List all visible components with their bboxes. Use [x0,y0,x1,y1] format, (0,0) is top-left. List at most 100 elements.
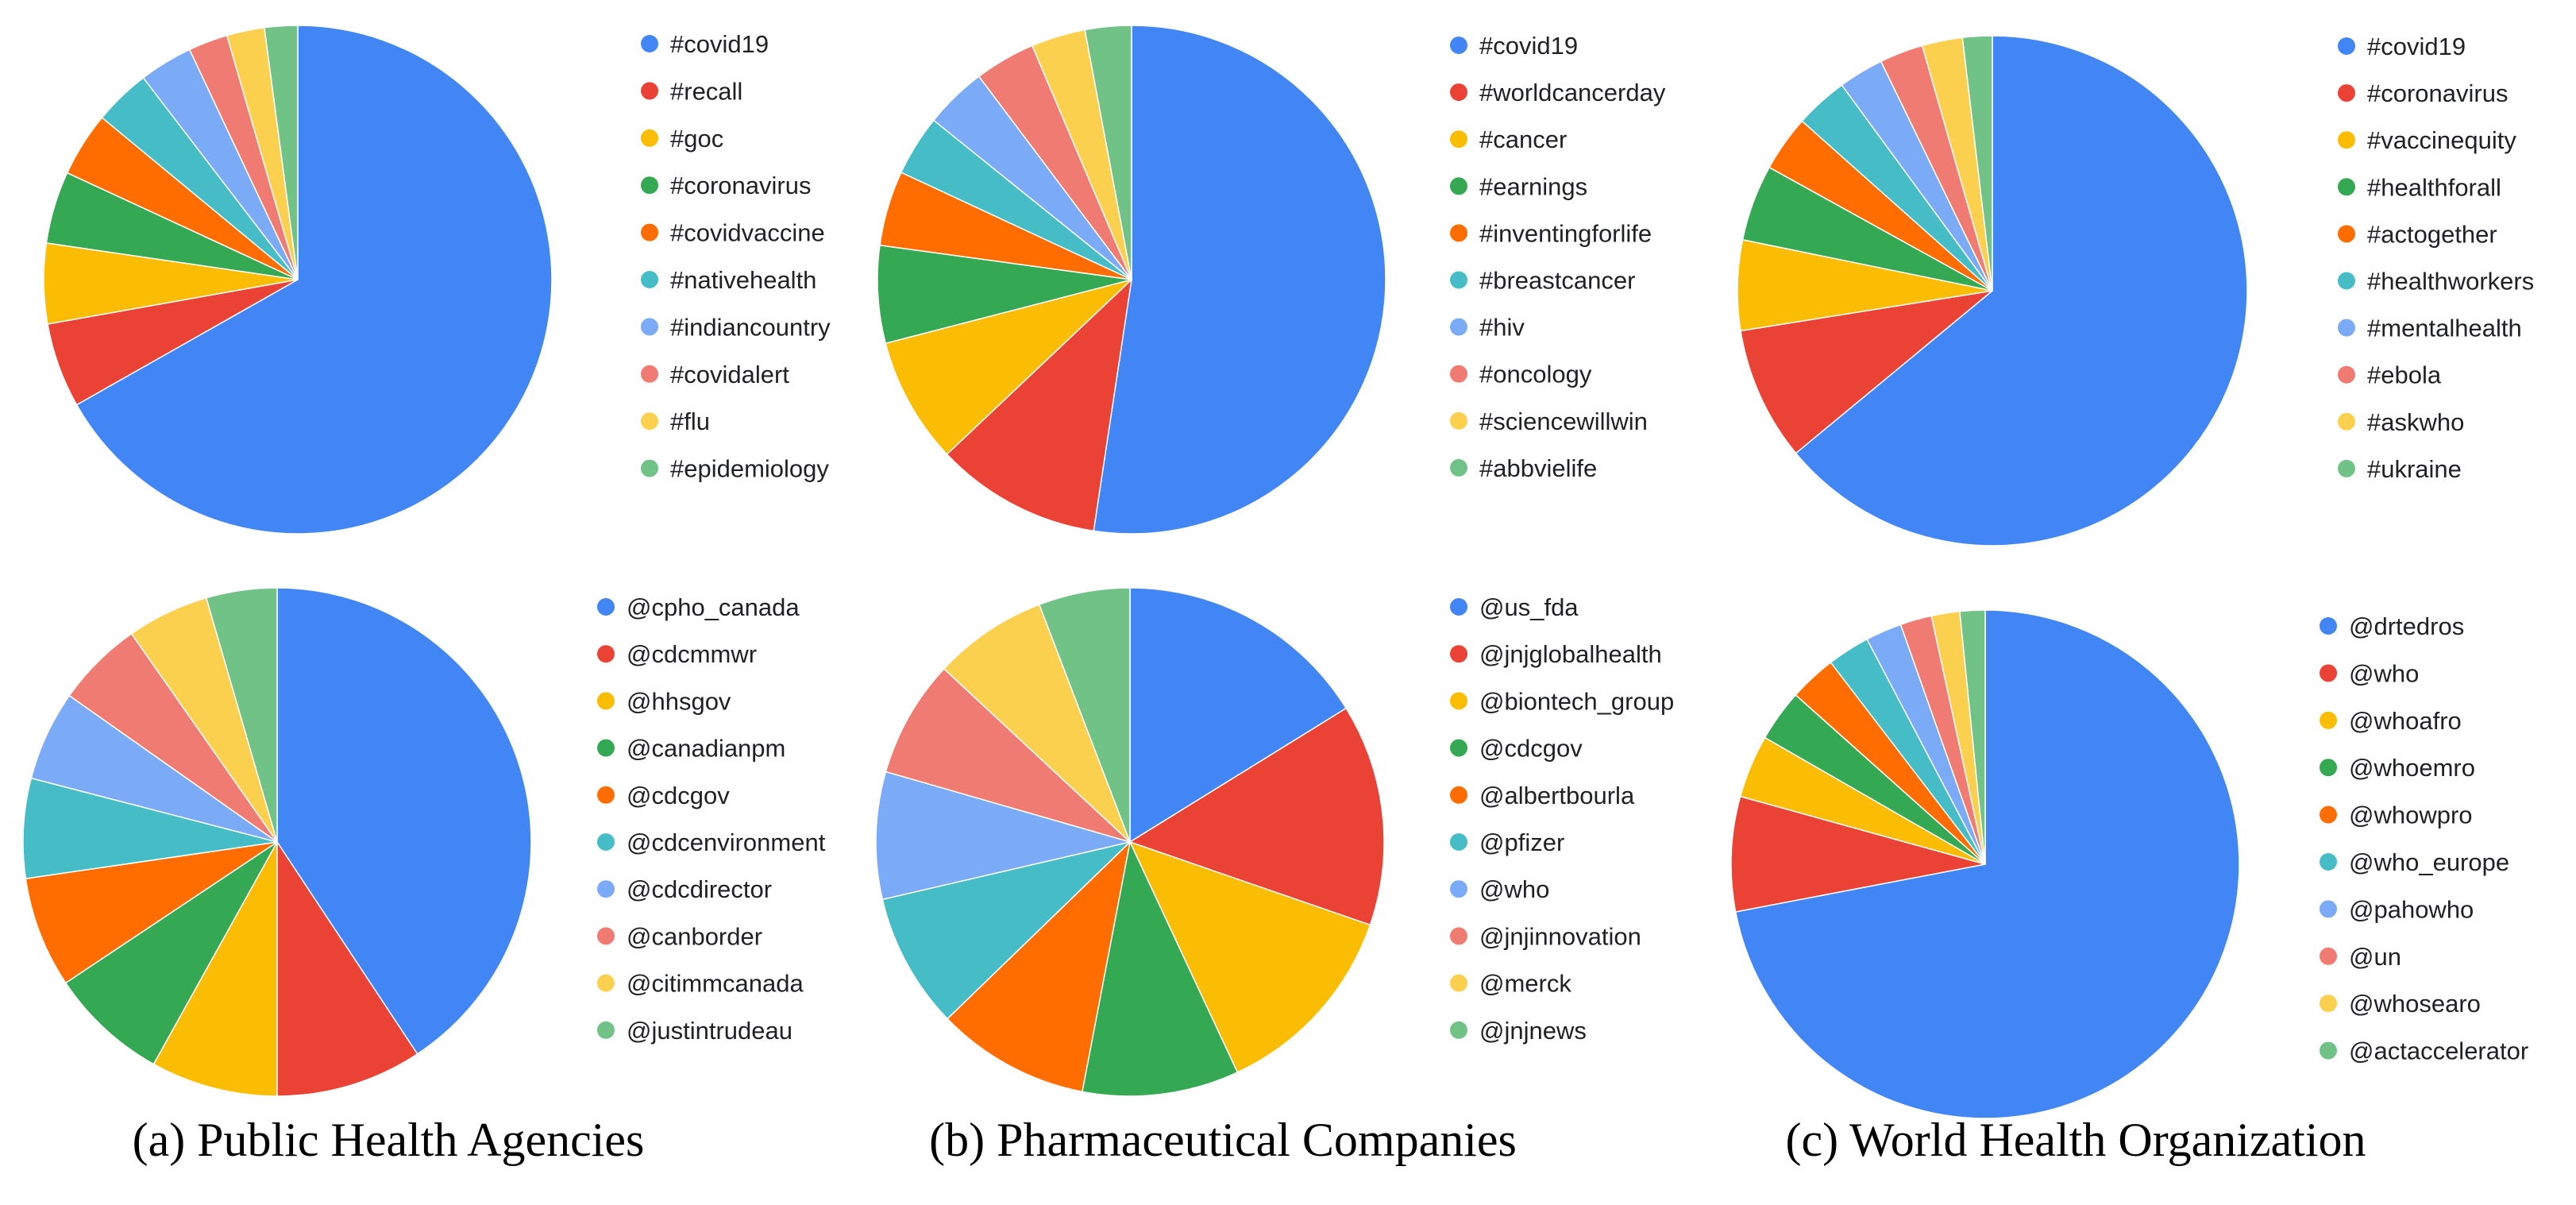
legend-swatch [641,318,658,336]
legend-label: @us_fda [1479,593,1579,621]
pie-slice-abbvielife [1084,25,1132,280]
legend-label: #hiv [1479,314,1525,342]
legend-swatch [641,412,658,431]
legend-swatch [1450,739,1467,757]
legend-label: @pfizer [1479,828,1564,856]
pie-slice-canadianpm [64,841,278,1065]
pie-slice-albertbourla [947,841,1131,1093]
legend-label: #covid19 [670,30,769,58]
legend-label: @canborder [627,922,762,950]
legend-swatch [2320,900,2337,918]
legend-swatch [2338,84,2355,102]
legend-label: #coronavirus [670,172,811,199]
legend-label: @actaccelerator [2349,1037,2528,1065]
legend-swatch [1450,645,1467,663]
legend-label: #flu [670,407,710,435]
legend-swatch [641,271,658,288]
pie-slice-merck [943,604,1131,843]
legend-label: @who_europe [2349,848,2509,876]
legend-label: #covidalert [670,361,789,388]
pie-slice-cdcenvironment [22,777,278,879]
legend-swatch [2338,131,2355,149]
pie-slice-covid19 [75,25,553,535]
legend-label: @who [2349,659,2419,687]
pie-slice-actaccelerator [1959,609,1986,865]
caption-c: (c) World Health Organization [1785,1114,2366,1166]
legend-swatch [1450,224,1467,242]
legend-swatch [641,129,658,147]
pie-chart-3 [1737,35,2248,546]
legend-swatch [1450,880,1467,898]
legend-label: @pahowho [2349,895,2474,923]
legend-label: @who [1479,875,1549,903]
legend-label: @albertbourla [1479,782,1635,809]
legend-label: #healthforall [2367,173,2501,201]
pie-slice-hhsgov [152,841,278,1097]
legend-label: #covid19 [2367,33,2466,60]
caption-b: (b) Pharmaceutical Companies [929,1114,1517,1166]
legend-swatch [2320,853,2337,871]
legend-swatch [597,833,615,851]
pie-slice-who [875,771,1131,901]
pie-slice-jnjinnovation [885,668,1131,843]
legend-label: #nativehealth [670,266,816,294]
pie-chart-6 [1730,609,2240,1119]
legend-label: #worldcancerday [1479,79,1666,106]
legend-label: @justintrudeau [627,1017,792,1045]
legend-swatch [1450,598,1467,616]
legend-label: @jnjinnovation [1479,922,1641,950]
legend-5: @us_fda @jnjglobalhealth @biontech_group @c… [1450,593,1674,1045]
legend-swatch [641,459,658,477]
legend-swatch [2338,178,2355,196]
legend-label: #covidvaccine [670,219,825,247]
legend-swatch [2320,617,2337,635]
legend-swatch [2338,365,2355,384]
pie-slice-pfizer [881,841,1131,1020]
legend-label: @merck [1479,970,1571,998]
pie-slice-jnjglobalhealth [1129,707,1385,926]
legend-swatch [2338,319,2355,337]
legend-swatch [1450,927,1467,945]
legend-swatch [2320,947,2337,965]
legend-swatch [597,598,615,616]
pie-slice-worldcancerday [946,279,1132,532]
legend-label: @cdcenvironment [627,828,826,856]
legend-label: #abbvielife [1479,454,1597,482]
legend-label: #breastcancer [1479,267,1635,295]
legend-3: #covid19 #coronavirus #vaccinequity #health… [2338,33,2534,483]
pie-chart-1 [43,25,553,535]
legend-label: @drtedros [2349,612,2464,640]
pie-slice-covid19 [1093,25,1386,535]
legend-label: @un [2349,943,2401,971]
legend-swatch [597,880,615,898]
legend-swatch [2338,412,2355,431]
legend-label: #recall [670,77,742,105]
legend-label: @jnjglobalhealth [1479,640,1662,668]
legend-swatch [2320,711,2337,729]
pie-slice-cdcgov [25,841,278,984]
legend-label: #cancer [1479,126,1567,153]
legend-4: @cpho_canada @cdcmmwr @hhsgov @canadianpm @c… [597,593,826,1045]
legend-label: @cdcmmwr [627,640,757,668]
pie-slice-jnjnews [1039,587,1131,843]
legend-swatch [1450,37,1467,54]
legend-label: #sciencewillwin [1479,407,1648,435]
pie-slice-covid19 [1795,35,2248,546]
legend-swatch [1450,130,1467,149]
pie-slice-cdcgov [1082,841,1239,1097]
legend-swatch [597,786,615,804]
legend-label: @cpho_canada [627,593,800,621]
legend-label: @whoemro [2349,754,2475,782]
legend-swatch [641,223,658,241]
legend-swatch [1450,1021,1467,1039]
legend-swatch [597,739,615,757]
legend-swatch [641,82,658,100]
legend-label: #vaccinequity [2367,126,2516,154]
legend-swatch [2320,664,2337,682]
legend-label: #healthworkers [2367,268,2534,295]
legend-swatch [597,692,615,710]
legend-swatch [597,974,615,992]
legend-swatch [2320,995,2337,1013]
legend-label: #ebola [2367,361,2442,389]
